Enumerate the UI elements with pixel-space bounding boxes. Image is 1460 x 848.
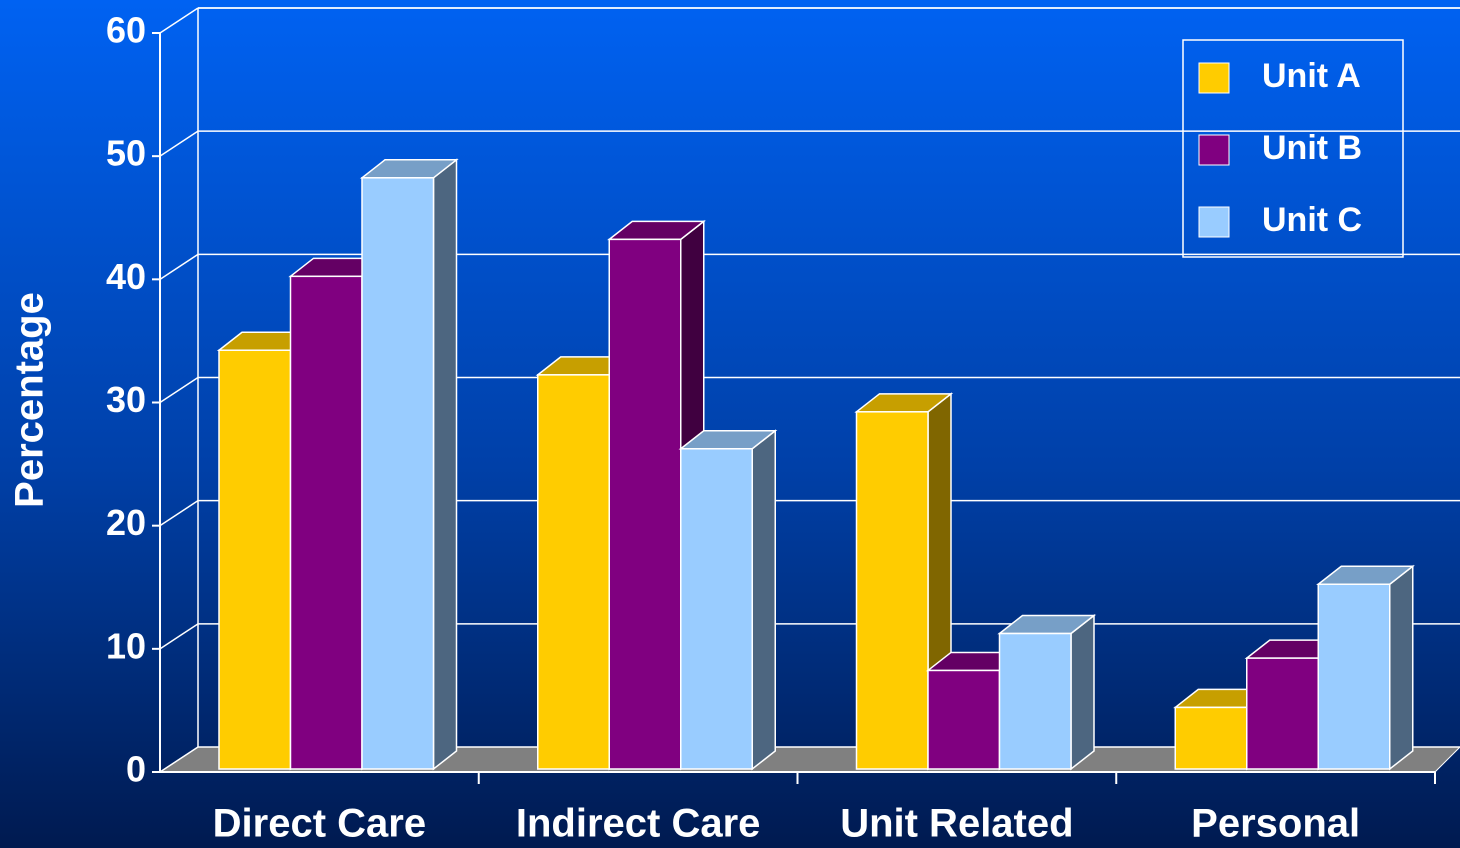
x-tick-label: Indirect Care — [516, 802, 761, 846]
bar — [927, 669, 1001, 770]
side-grid-line — [159, 623, 199, 650]
y-tick-label: 50 — [106, 133, 146, 174]
y-tick-label: 30 — [106, 379, 146, 420]
legend-label: Unit C — [1262, 201, 1362, 239]
legend-swatch — [1198, 134, 1230, 166]
bar — [289, 275, 363, 770]
bar — [537, 374, 610, 770]
x-tick-label: Unit Related — [840, 802, 1073, 846]
bar-side — [1389, 564, 1414, 771]
bar — [218, 349, 292, 770]
legend-label: Unit B — [1262, 129, 1362, 167]
bar — [361, 177, 435, 770]
side-grid-line — [159, 253, 199, 280]
x-tick-label: Direct Care — [213, 802, 426, 846]
bar-side — [751, 429, 776, 771]
legend-swatch — [1198, 62, 1230, 94]
bar — [1174, 706, 1248, 770]
bar-side — [1070, 613, 1095, 771]
x-tick-label: Personal — [1191, 802, 1360, 846]
y-tick-label: 0 — [126, 749, 146, 790]
bar — [680, 448, 753, 770]
side-grid-line — [159, 376, 199, 404]
bar — [1317, 583, 1391, 770]
legend-box — [1182, 39, 1404, 258]
y-tick-label: 10 — [106, 625, 146, 666]
y-axis-title: Percentage — [8, 292, 52, 508]
bar — [855, 411, 929, 770]
side-grid-line — [159, 130, 199, 157]
side-grid-line — [159, 7, 199, 34]
bar — [998, 632, 1072, 770]
y-tick-label: 60 — [106, 10, 146, 51]
y-tick-label: 40 — [106, 256, 146, 297]
side-grid-line — [159, 746, 199, 773]
legend-label: Unit A — [1262, 57, 1361, 95]
legend-swatch — [1198, 206, 1230, 238]
bar — [1246, 657, 1319, 770]
bar-side — [432, 158, 458, 771]
bar — [608, 238, 682, 770]
side-grid-line — [159, 500, 199, 527]
y-tick-label: 20 — [106, 502, 146, 543]
